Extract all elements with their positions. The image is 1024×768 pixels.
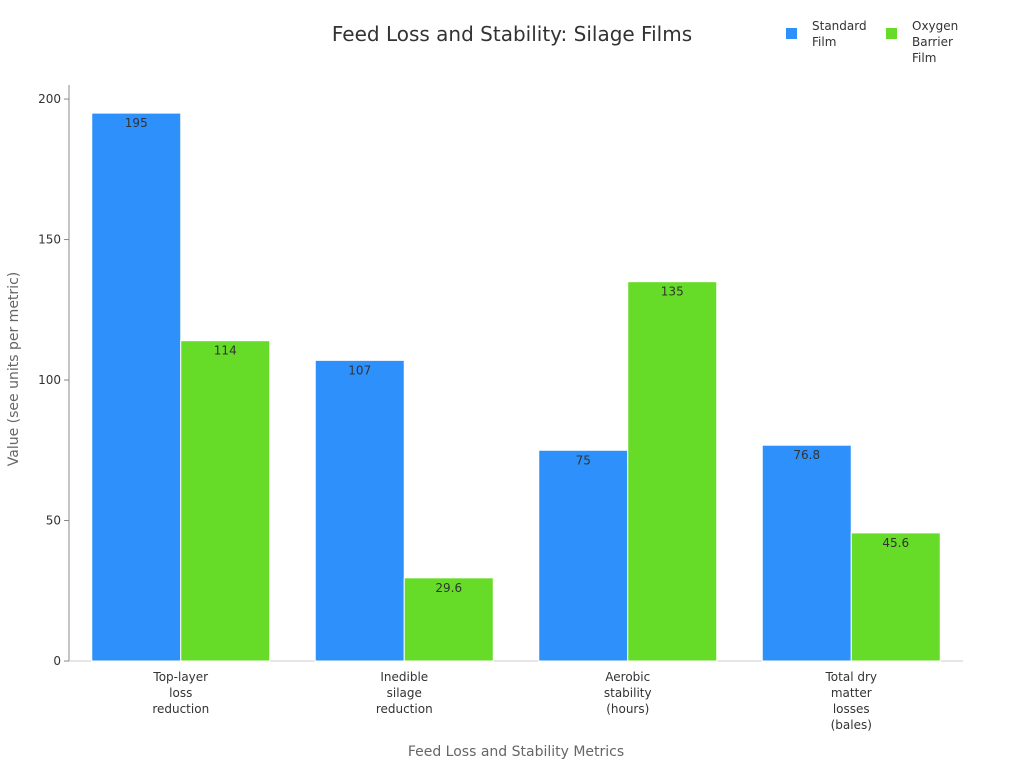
bar	[91, 112, 182, 662]
y-tick-label: 0	[53, 654, 61, 668]
data-label: 45.6	[882, 536, 909, 550]
data-label: 114	[214, 344, 237, 358]
x-tick-label: Total dry matter losses (bales)	[825, 670, 878, 732]
data-label: 107	[348, 363, 371, 377]
legend-item-standard-film: Standard Film	[786, 18, 867, 66]
legend-swatch-oxygen-barrier-film	[886, 28, 897, 39]
y-tick-label: 50	[46, 514, 61, 528]
y-tick-label: 100	[38, 373, 61, 387]
chart-title: Feed Loss and Stability: Silage Films	[331, 22, 693, 46]
legend: Standard Film Oxygen Barrier Film	[786, 18, 966, 66]
bar	[538, 449, 629, 662]
x-axis-title: Feed Loss and Stability Metrics	[408, 744, 624, 760]
y-axis-title: Value (see units per metric)	[6, 272, 22, 466]
legend-swatch-standard-film	[786, 28, 797, 39]
legend-item-oxygen-barrier-film: Oxygen Barrier Film	[886, 18, 966, 66]
data-label: 29.6	[435, 581, 462, 595]
y-tick-label: 200	[38, 92, 61, 106]
legend-label-standard-film: Standard Film	[812, 19, 867, 49]
bar	[403, 577, 494, 662]
y-tick-label: 150	[38, 233, 61, 247]
bar	[850, 532, 941, 662]
bar	[761, 444, 852, 662]
data-label: 195	[125, 116, 148, 130]
x-tick-label: Top-layer loss reduction	[152, 670, 209, 716]
data-label: 75	[576, 453, 591, 467]
bar	[180, 340, 271, 662]
data-label: 135	[661, 285, 684, 299]
bar	[314, 359, 405, 662]
x-tick-label: Inedible silage reduction	[376, 670, 433, 716]
data-label: 76.8	[793, 448, 820, 462]
x-tick-label: Aerobic stability (hours)	[604, 670, 652, 716]
bar	[627, 281, 718, 662]
legend-label-oxygen-barrier-film: Oxygen Barrier Film	[912, 19, 959, 65]
